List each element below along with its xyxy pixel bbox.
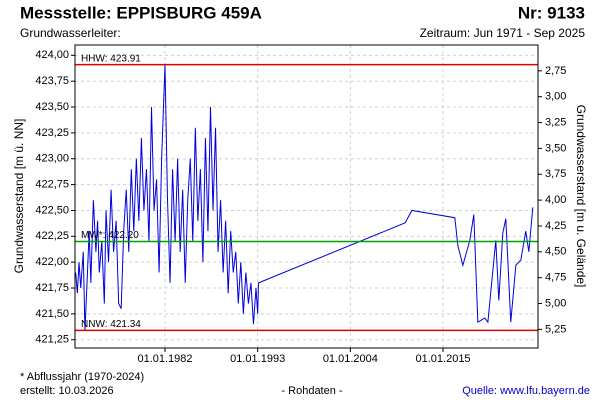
y-tick-label: 422,50 [35, 204, 69, 216]
y2-tick-label: 3,50 [545, 142, 566, 154]
y2-tick-label: 3,75 [545, 168, 566, 180]
y-tick-label: 423,50 [35, 101, 69, 113]
x-tick-label: 01.01.1993 [230, 353, 285, 365]
y2-tick-label: 5,25 [545, 323, 566, 335]
y-tick-label: 423,00 [35, 153, 69, 165]
y-tick-label: 422,75 [35, 179, 69, 191]
reference-label: NNW: 421.34 [81, 319, 141, 330]
y2-tick-label: 3,25 [545, 116, 566, 128]
y2-tick-label: 4,50 [545, 246, 566, 258]
y2-tick-label: 5,00 [545, 297, 566, 309]
reference-label: HHW: 423.91 [81, 53, 141, 64]
y2-tick-label: 4,25 [545, 220, 566, 232]
subtitle: Grundwasserleiter: [20, 26, 121, 40]
y-tick-label: 424,00 [35, 49, 69, 61]
y-axis-label: Grundwasserstand [m ü. NN] [12, 119, 26, 274]
y-tick-label: 421,50 [35, 308, 69, 320]
x-tick-label: 01.01.1982 [137, 353, 192, 365]
footnote: * Abflussjahr (1970-2024) [20, 371, 144, 383]
y2-tick-label: 4,75 [545, 272, 566, 284]
chart-title: Messstelle: EPPISBURG 459A [20, 3, 262, 22]
y2-axis-label: Grundwasserstand [m u. Gelände] [574, 105, 588, 288]
y-tick-label: 421,25 [35, 334, 69, 346]
plot-frame [74, 44, 539, 349]
y2-tick-label: 3,00 [545, 91, 566, 103]
y-tick-label: 422,25 [35, 230, 69, 242]
y-tick-label: 422,00 [35, 256, 69, 268]
station-number: Nr: 9133 [518, 3, 585, 22]
y-tick-label: 423,75 [35, 75, 69, 87]
x-tick-label: 01.01.2004 [323, 353, 378, 365]
created: erstellt: 10.03.2026 [20, 385, 114, 397]
reference-label: MW*: 422.20 [81, 230, 139, 241]
x-tick-label: 01.01.2015 [416, 353, 471, 365]
y-tick-label: 421,75 [35, 282, 69, 294]
period: Zeitraum: Jun 1971 - Sep 2025 [420, 26, 586, 40]
y2-tick-label: 4,00 [545, 194, 566, 206]
series-line [75, 64, 534, 331]
source-link[interactable]: Quelle: www.lfu.bayern.de [462, 385, 590, 397]
y2-tick-label: 2,75 [545, 65, 566, 77]
y-tick-label: 423,25 [35, 127, 69, 139]
note: - Rohdaten - [281, 385, 342, 397]
